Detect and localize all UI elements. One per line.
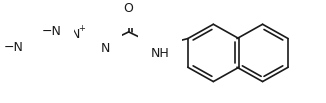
Text: −N: −N [42,25,62,38]
Text: N: N [71,28,80,41]
Text: N: N [38,39,48,52]
Text: −N: −N [4,41,23,54]
Text: +: + [78,24,85,33]
Text: O: O [124,2,134,15]
Text: N: N [100,42,110,55]
Text: NH: NH [164,52,182,65]
Text: NH: NH [151,47,170,60]
Text: +: + [54,35,61,44]
Text: N: N [90,52,99,65]
Text: O: O [133,16,142,29]
